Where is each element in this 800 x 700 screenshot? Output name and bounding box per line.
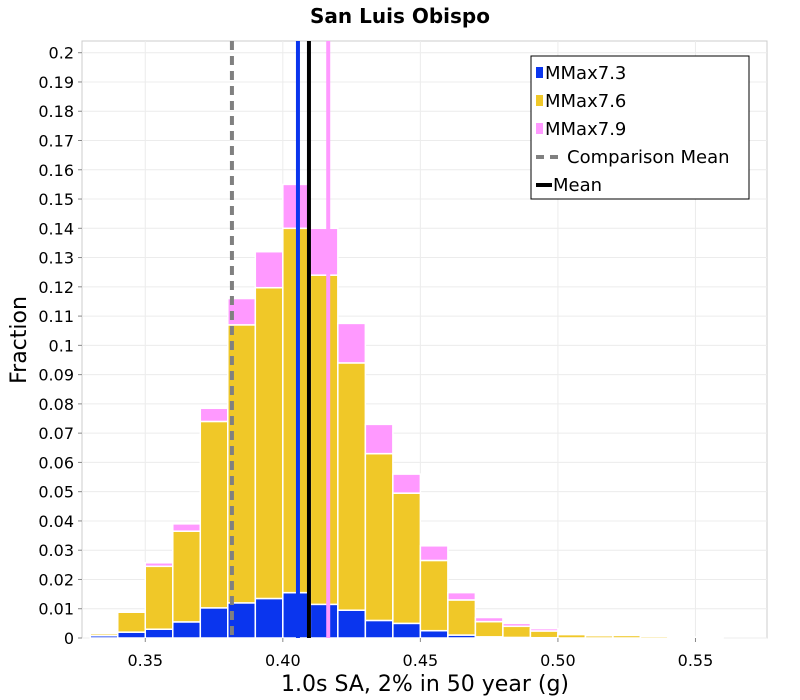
bar-segment-mmax7-6	[199, 420, 229, 609]
legend-label: Comparison Mean	[567, 147, 730, 168]
bar-segment-mmax7-9	[309, 227, 339, 276]
bar-segment-mmax7-6	[529, 630, 559, 639]
bar-segment-mmax7-6	[337, 362, 367, 611]
bar-segment-mmax7-9	[392, 473, 422, 494]
x-tick-label: 0.55	[678, 651, 714, 670]
legend: MMax7.3 MMax7.6 MMax7.9 Comparison Mean Mean	[530, 55, 750, 200]
bar-segment-mmax7-9	[557, 632, 587, 636]
bar-segment-mmax7-3	[337, 609, 367, 639]
bar-segment-mmax7-9	[529, 627, 559, 632]
legend-box	[530, 55, 750, 200]
legend-label: MMax7.3	[545, 63, 626, 84]
bar-segment-mmax7-6	[392, 492, 422, 625]
chart-title: San Luis Obispo	[310, 4, 490, 28]
y-tick-label: 0.14	[38, 219, 74, 238]
bar-segment-mmax7-9	[364, 423, 394, 455]
bar-segment-mmax7-9	[584, 634, 614, 637]
legend-label: Mean	[553, 175, 602, 196]
bar-segment-mmax7-6	[447, 599, 477, 636]
x-tick-label: 0.45	[403, 651, 439, 670]
y-tick-label: 0.15	[38, 190, 74, 209]
y-tick-label: 0.01	[38, 600, 74, 619]
y-tick-label: 0.18	[38, 102, 74, 121]
bar-segment-mmax7-9	[144, 562, 174, 568]
legend-label: MMax7.6	[545, 91, 626, 112]
y-tick-label: 0.03	[38, 541, 74, 560]
y-tick-label: 0.12	[38, 278, 74, 297]
bar-segment-mmax7-6	[117, 611, 147, 633]
y-tick-label: 0.05	[38, 483, 74, 502]
y-tick-label: 0.06	[38, 453, 74, 472]
x-tick-label: 0.35	[127, 651, 163, 670]
bar-segment-mmax7-9	[639, 634, 669, 637]
bar-segment-mmax7-3	[419, 629, 449, 639]
bar-segment-mmax7-6	[364, 452, 394, 622]
y-tick-label: 0.1	[49, 336, 74, 355]
y-tick-label: 0.16	[38, 161, 74, 180]
bar-segment-mmax7-9	[419, 545, 449, 562]
bar-segment-mmax7-9	[447, 591, 477, 601]
bar-segment-mmax7-9	[172, 523, 202, 532]
bar-segment-mmax7-9	[474, 616, 504, 623]
y-tick-label: 0.09	[38, 366, 74, 385]
bar-segment-mmax7-9	[612, 634, 642, 637]
bar-segment-mmax7-9	[89, 631, 119, 635]
x-axis-ticks: 0.35 0.40 0.45 0.50 0.55	[127, 638, 713, 670]
y-tick-label: 0.13	[38, 249, 74, 268]
bar-segment-mmax7-3	[172, 621, 202, 639]
bar-segment-mmax7-3	[144, 628, 174, 639]
legend-swatch	[536, 67, 543, 78]
bar-segment-mmax7-3	[254, 597, 284, 639]
bar-segment-mmax7-3	[309, 603, 339, 639]
y-tick-label: 0.11	[38, 307, 74, 326]
y-tick-label: 0.04	[38, 512, 74, 531]
x-tick-label: 0.40	[265, 651, 301, 670]
bar-segment-mmax7-6	[419, 559, 449, 632]
bar-segment-mmax7-6	[309, 274, 339, 606]
y-axis-label: Fraction	[7, 296, 32, 384]
bar-segment-mmax7-3	[392, 622, 422, 639]
mean-lines	[229, 41, 331, 638]
bar-segment-mmax7-6	[144, 565, 174, 630]
bar-segment-mmax7-6	[502, 625, 532, 639]
bar-segment-mmax7-3	[117, 631, 147, 639]
y-tick-label: 0.19	[38, 73, 74, 92]
bar-segment-mmax7-6	[254, 286, 284, 600]
x-axis-label: 1.0s SA, 2% in 50 year (g)	[281, 672, 569, 697]
y-tick-label: 0.07	[38, 424, 74, 443]
y-tick-label: 0.2	[49, 44, 74, 63]
bar-segment-mmax7-9	[117, 610, 147, 613]
bar-segment-mmax7-6	[172, 530, 202, 623]
bar-segment-mmax7-3	[364, 619, 394, 639]
y-tick-label: 0.08	[38, 395, 74, 414]
bar-segment-mmax7-9	[199, 407, 229, 423]
x-tick-label: 0.50	[540, 651, 576, 670]
y-axis-ticks: 0 0.01 0.02 0.03 0.04 0.05 0.06 0.07 0.08 0.09 0.1…	[38, 44, 82, 648]
legend-swatch	[536, 95, 543, 106]
bar-segment-mmax7-9	[254, 250, 284, 289]
bar-segment-mmax7-6	[474, 620, 504, 638]
y-tick-label: 0	[64, 629, 74, 648]
legend-swatch	[536, 123, 543, 134]
bar-segment-mmax7-3	[199, 607, 229, 639]
legend-label: MMax7.9	[545, 119, 626, 140]
y-tick-label: 0.17	[38, 132, 74, 151]
y-tick-label: 0.02	[38, 570, 74, 589]
bar-segment-mmax7-9	[502, 622, 532, 628]
bar-segment-mmax7-9	[337, 322, 367, 364]
